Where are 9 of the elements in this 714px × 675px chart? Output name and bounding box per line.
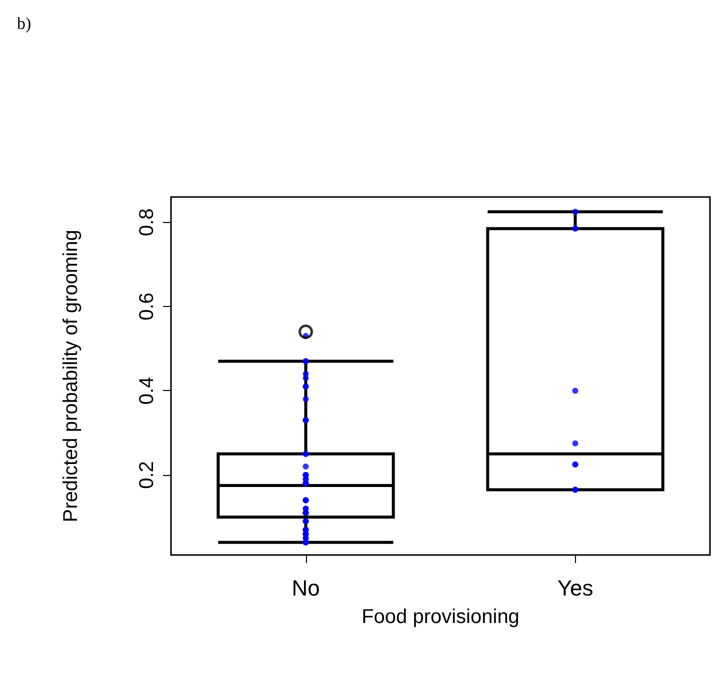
y-tick-label: 0.2 (136, 461, 158, 489)
y-tick-label: 0.4 (136, 376, 158, 405)
text: b) (17, 14, 32, 33)
x-tick-label: No (292, 576, 320, 600)
y-axis-title: Predicted probability of grooming (60, 230, 82, 522)
y-tick-label: 0.6 (136, 292, 158, 320)
x-tick-label: Yes (557, 576, 594, 600)
x-axis-title: Food provisioning (362, 606, 520, 628)
y-tick-label: 0.8 (136, 208, 158, 236)
